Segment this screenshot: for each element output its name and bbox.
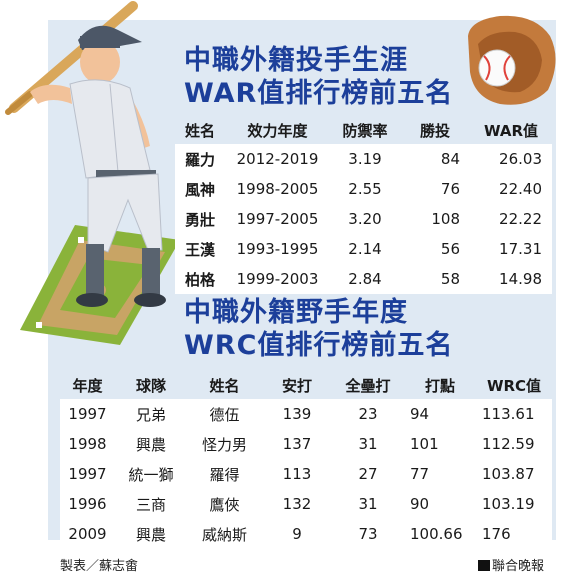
era-cell: 3.20 [330, 204, 400, 234]
player-name: 羅得 [187, 459, 262, 489]
rbi-cell: 94 [404, 399, 476, 429]
wins-cell: 84 [400, 144, 470, 174]
player-name: 德伍 [187, 399, 262, 429]
pitcher-title: 中職外籍投手生涯 WAR值排行榜前五名 [184, 44, 453, 110]
wins-cell: 58 [400, 264, 470, 294]
years-cell: 1997-2005 [225, 204, 330, 234]
table-row: 羅力 2012-2019 3.19 84 26.03 [175, 144, 552, 174]
years-cell: 1998-2005 [225, 174, 330, 204]
column-header: 全壘打 [332, 371, 404, 399]
wins-cell: 108 [400, 204, 470, 234]
table-row: 1997 兄弟 德伍 139 23 94 113.61 [60, 399, 552, 429]
column-header: WRC值 [476, 371, 552, 399]
years-cell: 2012-2019 [225, 144, 330, 174]
glove-icon [468, 15, 556, 105]
pitcher-name: 王漢 [175, 234, 225, 264]
column-header: WAR值 [470, 116, 552, 144]
table-row: 1998 興農 怪力男 137 31 101 112.59 [60, 429, 552, 459]
wins-cell: 56 [400, 234, 470, 264]
table-row: 柏格 1999-2003 2.84 58 14.98 [175, 264, 552, 294]
wrc-cell: 112.59 [476, 429, 552, 459]
player-name: 怪力男 [187, 429, 262, 459]
homeruns-cell: 23 [332, 399, 404, 429]
hits-cell: 132 [262, 489, 332, 519]
column-header: 姓名 [187, 371, 262, 399]
column-header: 球隊 [115, 371, 187, 399]
era-cell: 2.84 [330, 264, 400, 294]
column-header: 打點 [404, 371, 476, 399]
source-text: 聯合晚報 [492, 559, 545, 574]
years-cell: 1999-2003 [225, 264, 330, 294]
hits-cell: 137 [262, 429, 332, 459]
table-row: 風神 1998-2005 2.55 76 22.40 [175, 174, 552, 204]
war-cell: 17.31 [470, 234, 552, 264]
team-cell: 三商 [115, 489, 187, 519]
rbi-cell: 77 [404, 459, 476, 489]
homeruns-cell: 27 [332, 459, 404, 489]
homeruns-cell: 31 [332, 429, 404, 459]
table-header-row: 姓名 效力年度 防禦率 勝投 WAR值 [175, 116, 552, 144]
wrc-cell: 176 [476, 519, 552, 549]
war-cell: 22.40 [470, 174, 552, 204]
rbi-cell: 101 [404, 429, 476, 459]
batter-wrc-table: 年度 球隊 姓名 安打 全壘打 打點 WRC值 1997 兄弟 德伍 139 2… [60, 371, 552, 549]
pitcher-name: 勇壯 [175, 204, 225, 234]
war-cell: 22.22 [470, 204, 552, 234]
batter-player-icon [30, 25, 166, 307]
square-icon [478, 560, 490, 571]
wrc-cell: 103.87 [476, 459, 552, 489]
column-header: 勝投 [400, 116, 470, 144]
year-cell: 1996 [60, 489, 115, 519]
table-row: 王漢 1993-1995 2.14 56 17.31 [175, 234, 552, 264]
year-cell: 1997 [60, 399, 115, 429]
team-cell: 統一獅 [115, 459, 187, 489]
column-header: 年度 [60, 371, 115, 399]
column-header: 防禦率 [330, 116, 400, 144]
batter-title-line2: WRC值排行榜前五名 [184, 330, 454, 361]
table-row: 1997 統一獅 羅得 113 27 77 103.87 [60, 459, 552, 489]
table-row: 1996 三商 鷹俠 132 31 90 103.19 [60, 489, 552, 519]
pitcher-name: 風神 [175, 174, 225, 204]
pitcher-war-table: 姓名 效力年度 防禦率 勝投 WAR值 羅力 2012-2019 3.19 84… [175, 116, 552, 294]
era-cell: 2.55 [330, 174, 400, 204]
pitcher-name: 柏格 [175, 264, 225, 294]
pitcher-name: 羅力 [175, 144, 225, 174]
player-name: 威納斯 [187, 519, 262, 549]
rbi-cell: 90 [404, 489, 476, 519]
table-row: 2009 興農 威納斯 9 73 100.66 176 [60, 519, 552, 549]
table-header-row: 年度 球隊 姓名 安打 全壘打 打點 WRC值 [60, 371, 552, 399]
team-cell: 兄弟 [115, 399, 187, 429]
player-name: 鷹俠 [187, 489, 262, 519]
source-label: 聯合晚報 [478, 555, 544, 574]
column-header: 姓名 [175, 116, 225, 144]
wins-cell: 76 [400, 174, 470, 204]
year-cell: 1998 [60, 429, 115, 459]
column-header: 安打 [262, 371, 332, 399]
wrc-cell: 113.61 [476, 399, 552, 429]
batter-title: 中職外籍野手年度 WRC值排行榜前五名 [184, 296, 453, 362]
hits-cell: 113 [262, 459, 332, 489]
homeruns-cell: 31 [332, 489, 404, 519]
team-cell: 興農 [115, 429, 187, 459]
hits-cell: 9 [262, 519, 332, 549]
years-cell: 1993-1995 [225, 234, 330, 264]
era-cell: 2.14 [330, 234, 400, 264]
year-cell: 1997 [60, 459, 115, 489]
homeruns-cell: 73 [332, 519, 404, 549]
wrc-cell: 103.19 [476, 489, 552, 519]
hits-cell: 139 [262, 399, 332, 429]
credit-text: 製表／蘇志畬 [60, 559, 139, 574]
war-cell: 14.98 [470, 264, 552, 294]
pitcher-title-line1: 中職外籍投手生涯 [184, 45, 408, 76]
year-cell: 2009 [60, 519, 115, 549]
column-header: 效力年度 [225, 116, 330, 144]
team-cell: 興農 [115, 519, 187, 549]
batter-title-line1: 中職外籍野手年度 [184, 297, 408, 328]
war-cell: 26.03 [470, 144, 552, 174]
pitcher-title-line2: WAR值排行榜前五名 [184, 78, 454, 109]
era-cell: 3.19 [330, 144, 400, 174]
rbi-cell: 100.66 [404, 519, 476, 549]
table-row: 勇壯 1997-2005 3.20 108 22.22 [175, 204, 552, 234]
